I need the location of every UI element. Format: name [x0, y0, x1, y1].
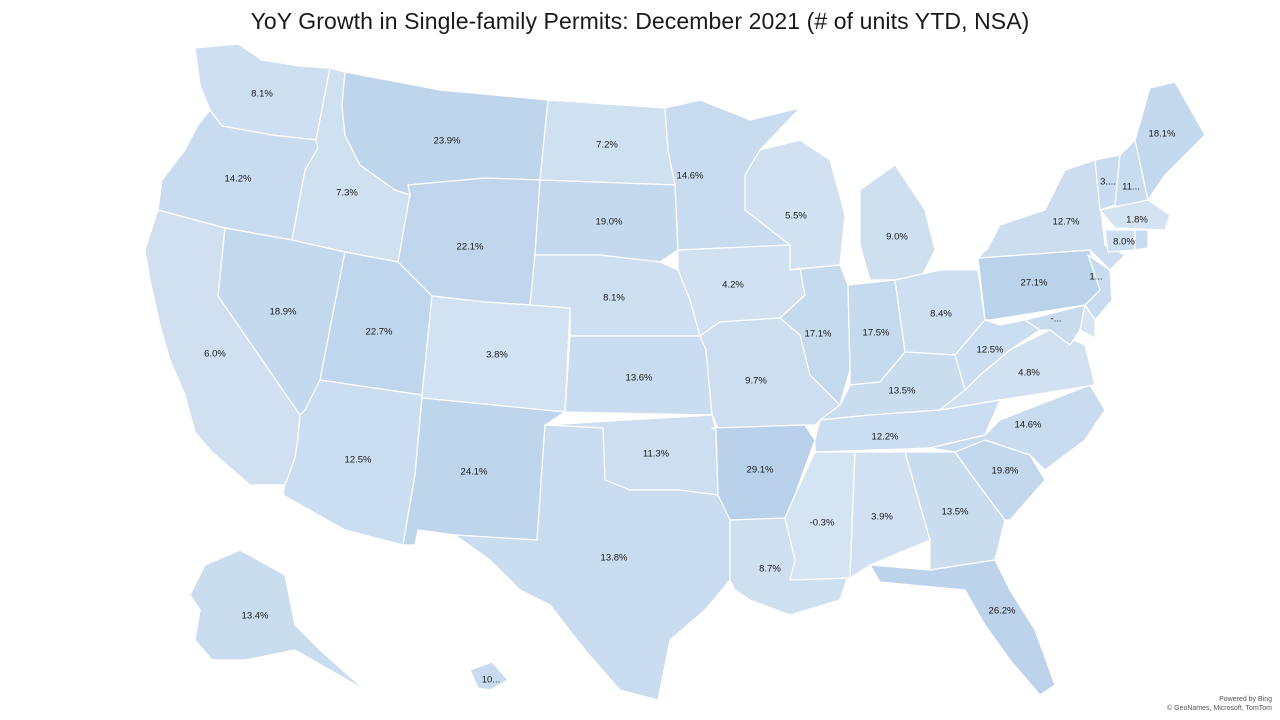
state-nc[interactable] [929, 384, 1106, 471]
state-label-mo: 9.7% [745, 376, 767, 387]
state-label-nh: 11... [1122, 182, 1140, 193]
state-label-nj: 1... [1089, 272, 1102, 283]
state-label-co: 3.8% [486, 350, 508, 361]
state-label-ne: 8.1% [603, 293, 625, 304]
state-label-ms: -0.3% [810, 518, 835, 529]
state-label-wv: 12.5% [977, 345, 1004, 356]
state-label-pa: 27.1% [1021, 278, 1048, 289]
map-copyright: © GeoNames, Microsoft, TomTom [1167, 705, 1272, 712]
state-label-fl: 26.2% [989, 606, 1016, 617]
state-label-sd: 19.0% [596, 217, 623, 228]
state-label-md: -... [1050, 314, 1061, 325]
state-tx[interactable] [454, 424, 731, 701]
state-label-ia: 4.2% [722, 280, 744, 291]
map-title: YoY Growth in Single-family Permits: Dec… [250, 8, 1030, 34]
state-label-in: 17.5% [863, 328, 890, 339]
state-label-oh: 8.4% [930, 309, 952, 320]
state-label-ga: 13.5% [942, 507, 969, 518]
state-labels: 8.1% 14.2% 6.0% 7.3% 18.9% 23.9% 22.1% 22.7% 12.… [204, 89, 1176, 686]
state-label-nm: 24.1% [461, 467, 488, 478]
state-label-az: 12.5% [345, 455, 372, 466]
state-label-la: 8.7% [759, 564, 781, 575]
state-ny[interactable] [977, 159, 1126, 271]
state-label-hi: 10... [482, 675, 501, 686]
state-ak[interactable] [189, 549, 366, 691]
state-label-ak: 13.4% [242, 611, 269, 622]
state-label-ky: 13.5% [889, 386, 916, 397]
state-ma[interactable] [1099, 199, 1171, 231]
state-fl[interactable] [869, 559, 1056, 696]
state-ri[interactable] [1134, 229, 1149, 251]
state-me[interactable] [1134, 81, 1206, 201]
state-label-mt: 23.9% [434, 136, 461, 147]
state-co[interactable] [421, 295, 571, 413]
state-label-wa: 8.1% [251, 89, 273, 100]
state-label-ok: 11.3% [643, 449, 670, 460]
state-label-nc: 14.6% [1015, 420, 1042, 431]
state-hi[interactable] [469, 661, 509, 691]
state-label-mn: 14.6% [677, 171, 704, 182]
state-al[interactable] [849, 451, 931, 579]
state-il[interactable] [779, 264, 851, 406]
state-label-il: 17.1% [805, 329, 832, 340]
state-label-nd: 7.2% [596, 140, 618, 151]
state-label-ca: 6.0% [204, 349, 226, 360]
state-md[interactable] [1024, 304, 1086, 346]
state-label-ut: 22.7% [366, 327, 393, 338]
state-label-wy: 22.1% [457, 242, 484, 253]
state-shapes [144, 43, 1206, 701]
state-nm[interactable] [402, 397, 566, 546]
state-label-al: 3.9% [871, 512, 893, 523]
state-mi[interactable] [859, 164, 936, 281]
state-label-sc: 19.8% [992, 466, 1019, 477]
state-label-ar: 29.1% [747, 465, 774, 476]
state-label-ny: 12.7% [1053, 217, 1080, 228]
state-label-mi: 9.0% [886, 232, 908, 243]
state-label-va: 4.8% [1018, 368, 1040, 379]
state-label-vt: 3.... [1100, 177, 1116, 188]
state-label-or: 14.2% [225, 174, 252, 185]
state-label-ct: 8.0% [1113, 237, 1135, 248]
state-ms[interactable] [784, 451, 856, 581]
state-label-ma: 1.8% [1126, 215, 1148, 226]
state-label-me: 18.1% [1149, 129, 1176, 140]
state-label-id: 7.3% [336, 188, 358, 199]
state-label-tx: 13.8% [601, 553, 628, 564]
state-label-tn: 12.2% [872, 432, 899, 443]
state-label-wi: 5.5% [785, 211, 807, 222]
powered-by-bing: Powered by Bing [1219, 696, 1272, 703]
state-label-nv: 18.9% [270, 307, 297, 318]
state-label-ks: 13.6% [626, 373, 653, 384]
